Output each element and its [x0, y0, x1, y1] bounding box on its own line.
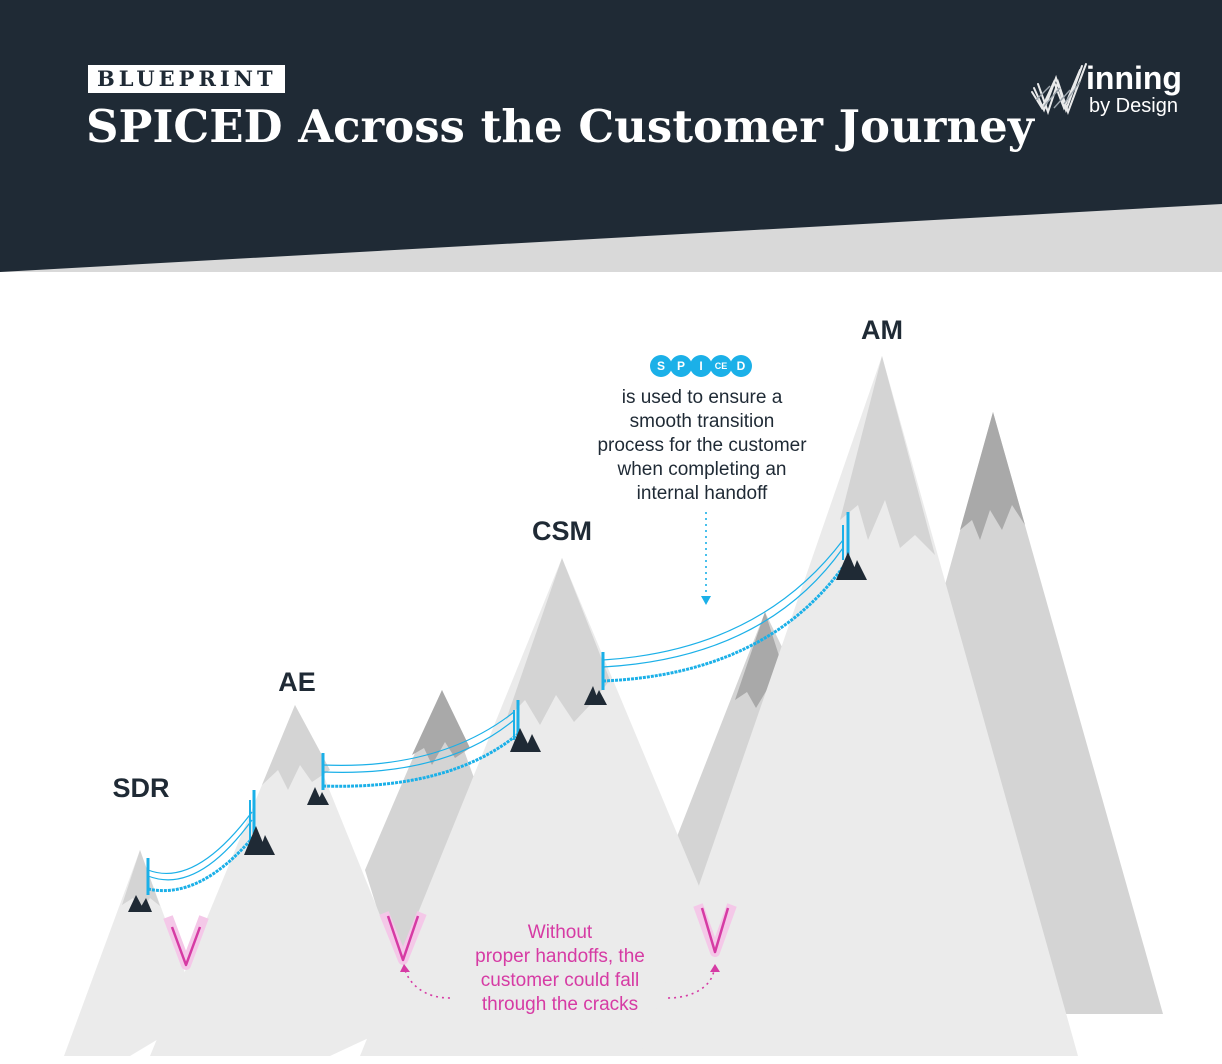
spiced-badge-ce: CE [710, 355, 732, 377]
foreground-mountains [64, 356, 1078, 1056]
spiced-badge-p: P [670, 355, 692, 377]
note-line: when completing an [617, 459, 787, 480]
crack-arrows [404, 969, 715, 999]
stage-label-csm: CSM [532, 516, 592, 546]
crack-markers [163, 903, 737, 970]
climber-tents [128, 552, 867, 912]
logo-subtitle: by Design [1089, 95, 1178, 117]
note-line: internal handoff [636, 483, 768, 504]
note-arrow [701, 512, 711, 605]
spiced-badge-d: D [730, 355, 752, 377]
crack-warning: Without proper handoffs, the customer co… [455, 921, 665, 1017]
page-title: SPICED Across the Customer Journey [86, 100, 1034, 153]
w-scribble-icon [1031, 63, 1087, 116]
crack-arrowheads [400, 964, 720, 972]
spiced-badge-s: S [650, 355, 672, 377]
header-background [0, 0, 1222, 272]
handoff-note: is used to ensure a smooth transition pr… [578, 386, 826, 506]
header-banner: BLUEPRINT SPICED Across the Customer Jou… [0, 0, 1222, 272]
stage-label-am: AM [861, 315, 903, 345]
stage-label-sdr: SDR [112, 773, 170, 803]
stage-label-ae: AE [278, 667, 316, 697]
note-line: smooth transition [629, 411, 775, 432]
warning-line: through the cracks [481, 994, 639, 1015]
note-line: process for the customer [597, 435, 807, 456]
mountain-scene [64, 356, 1163, 1056]
warning-line: customer could fall [480, 970, 640, 991]
spiced-badge-i: I [690, 355, 712, 377]
note-line: is used to ensure a [621, 387, 783, 408]
blueprint-label: BLUEPRINT [88, 65, 285, 93]
logo-wordmark: inning [1086, 60, 1182, 96]
winning-by-design-logo: inning by Design [1030, 60, 1200, 124]
bridges [146, 512, 850, 895]
warning-line: proper handoffs, the [475, 946, 645, 967]
warning-line: Without [527, 922, 593, 943]
